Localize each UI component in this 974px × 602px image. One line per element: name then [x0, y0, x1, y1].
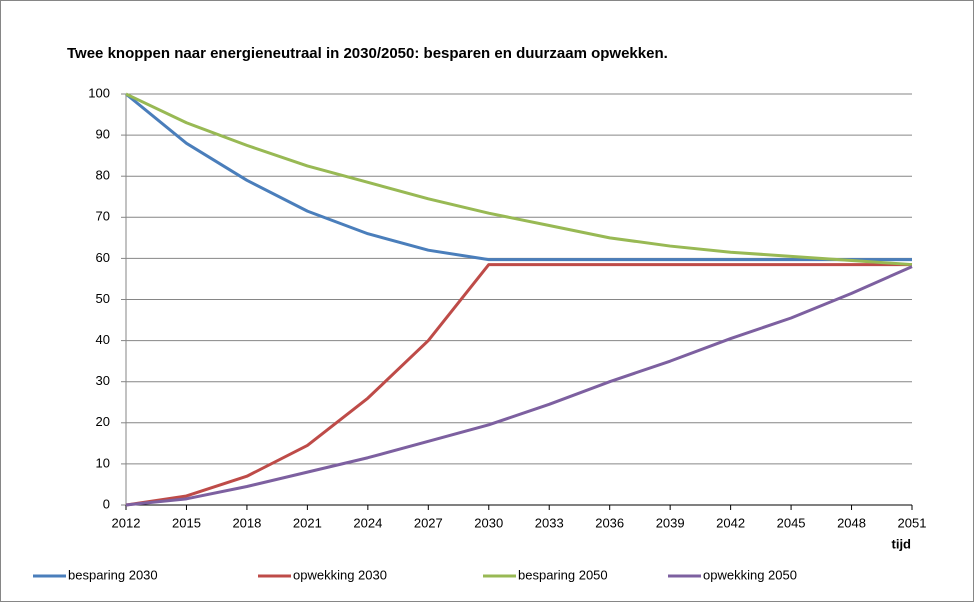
y-tick-label: 90 — [96, 127, 110, 142]
y-tick-label: 80 — [96, 168, 110, 183]
y-tick-label: 20 — [96, 414, 110, 429]
y-tick-label: 100 — [88, 85, 110, 100]
y-tick-label: 70 — [96, 209, 110, 224]
x-tick-label: 2051 — [898, 515, 927, 530]
x-tick-label: 2021 — [293, 515, 322, 530]
x-tick-label: 2027 — [414, 515, 443, 530]
x-tick-label: 2018 — [232, 515, 261, 530]
x-tick-label: 2036 — [595, 515, 624, 530]
series-line — [125, 263, 912, 507]
y-tick-label: 0 — [103, 496, 110, 511]
x-tick-label: 2024 — [353, 515, 382, 530]
x-tick-label: 2042 — [716, 515, 745, 530]
y-tick-label: 50 — [96, 291, 110, 306]
x-tick-label: 2045 — [777, 515, 806, 530]
x-tick-label: 2033 — [535, 515, 564, 530]
x-axis-label: tijd — [892, 536, 912, 551]
y-tick-label: 60 — [96, 250, 110, 265]
x-tick-label: 2030 — [474, 515, 503, 530]
y-tick-label: 30 — [96, 373, 110, 388]
x-tick-label: 2048 — [837, 515, 866, 530]
x-tick-label: 2012 — [112, 515, 141, 530]
legend-label: besparing 2030 — [68, 567, 158, 582]
legend-label: opwekking 2030 — [293, 567, 387, 582]
series-line — [125, 92, 912, 262]
y-tick-label: 40 — [96, 332, 110, 347]
series-line — [125, 265, 913, 507]
legend-label: besparing 2050 — [518, 567, 608, 582]
chart-title: Twee knoppen naar energieneutraal in 203… — [67, 45, 668, 62]
x-tick-label: 2015 — [172, 515, 201, 530]
y-tick-label: 10 — [96, 455, 110, 470]
x-tick-label: 2039 — [656, 515, 685, 530]
series-line — [125, 92, 913, 267]
legend-label: opwekking 2050 — [703, 567, 797, 582]
